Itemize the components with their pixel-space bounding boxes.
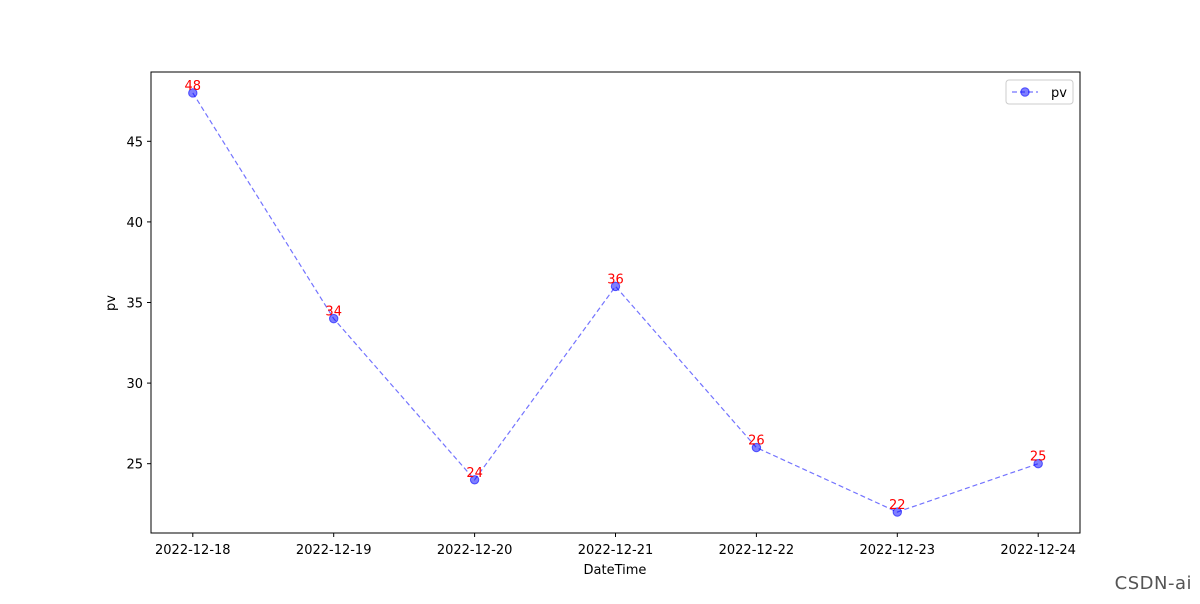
- data-point: [329, 313, 339, 324]
- y-tick-label: 30: [126, 377, 143, 392]
- y-tick-label: 45: [126, 135, 143, 150]
- y-axis-title: pv: [104, 295, 119, 311]
- y-tick-label: 35: [126, 297, 143, 312]
- data-point: [610, 281, 621, 292]
- data-label: 26: [748, 434, 765, 449]
- x-tick-label: 2022-12-22: [719, 543, 795, 558]
- data-label: 22: [889, 498, 906, 513]
- data-point: [188, 88, 198, 98]
- plot-frame: [150, 71, 1081, 534]
- x-tick-label: 2022-12-19: [296, 543, 372, 558]
- x-tick-label: 2022-12-24: [1000, 543, 1076, 558]
- x-tick-label: 2022-12-23: [860, 543, 936, 558]
- legend-box: [1005, 79, 1074, 105]
- y-tick-label: 40: [126, 216, 143, 231]
- x-axis-title: DateTime: [584, 563, 647, 578]
- legend: pv: [1005, 79, 1074, 105]
- data-labels: 48 34 24 36 26 22 25: [185, 79, 1047, 513]
- data-point: [892, 507, 902, 517]
- data-label: 25: [1030, 450, 1047, 465]
- plot-area: [150, 71, 1081, 534]
- data-point: [1033, 458, 1043, 469]
- watermark-text: CSDN-ai: [1114, 573, 1192, 594]
- x-tick-label: 2022-12-20: [437, 543, 513, 558]
- x-tick-label: 2022-12-21: [578, 543, 654, 558]
- data-point: [469, 475, 480, 485]
- data-label: 36: [607, 272, 624, 287]
- data-point: [751, 442, 762, 453]
- data-label: 34: [325, 305, 342, 320]
- data-label: 48: [185, 79, 202, 94]
- legend-label: pv: [1051, 86, 1067, 101]
- series-layer: [188, 88, 1043, 517]
- y-tick-label: 25: [126, 458, 143, 473]
- series-line-pv: [192, 92, 1039, 513]
- legend-marker-swatch: [1020, 87, 1030, 97]
- axis-ticks: 2022-12-18 2022-12-19 2022-12-20 2022-12-21…: [126, 135, 1076, 558]
- data-label: 24: [466, 466, 483, 481]
- x-tick-label: 2022-12-18: [155, 543, 231, 558]
